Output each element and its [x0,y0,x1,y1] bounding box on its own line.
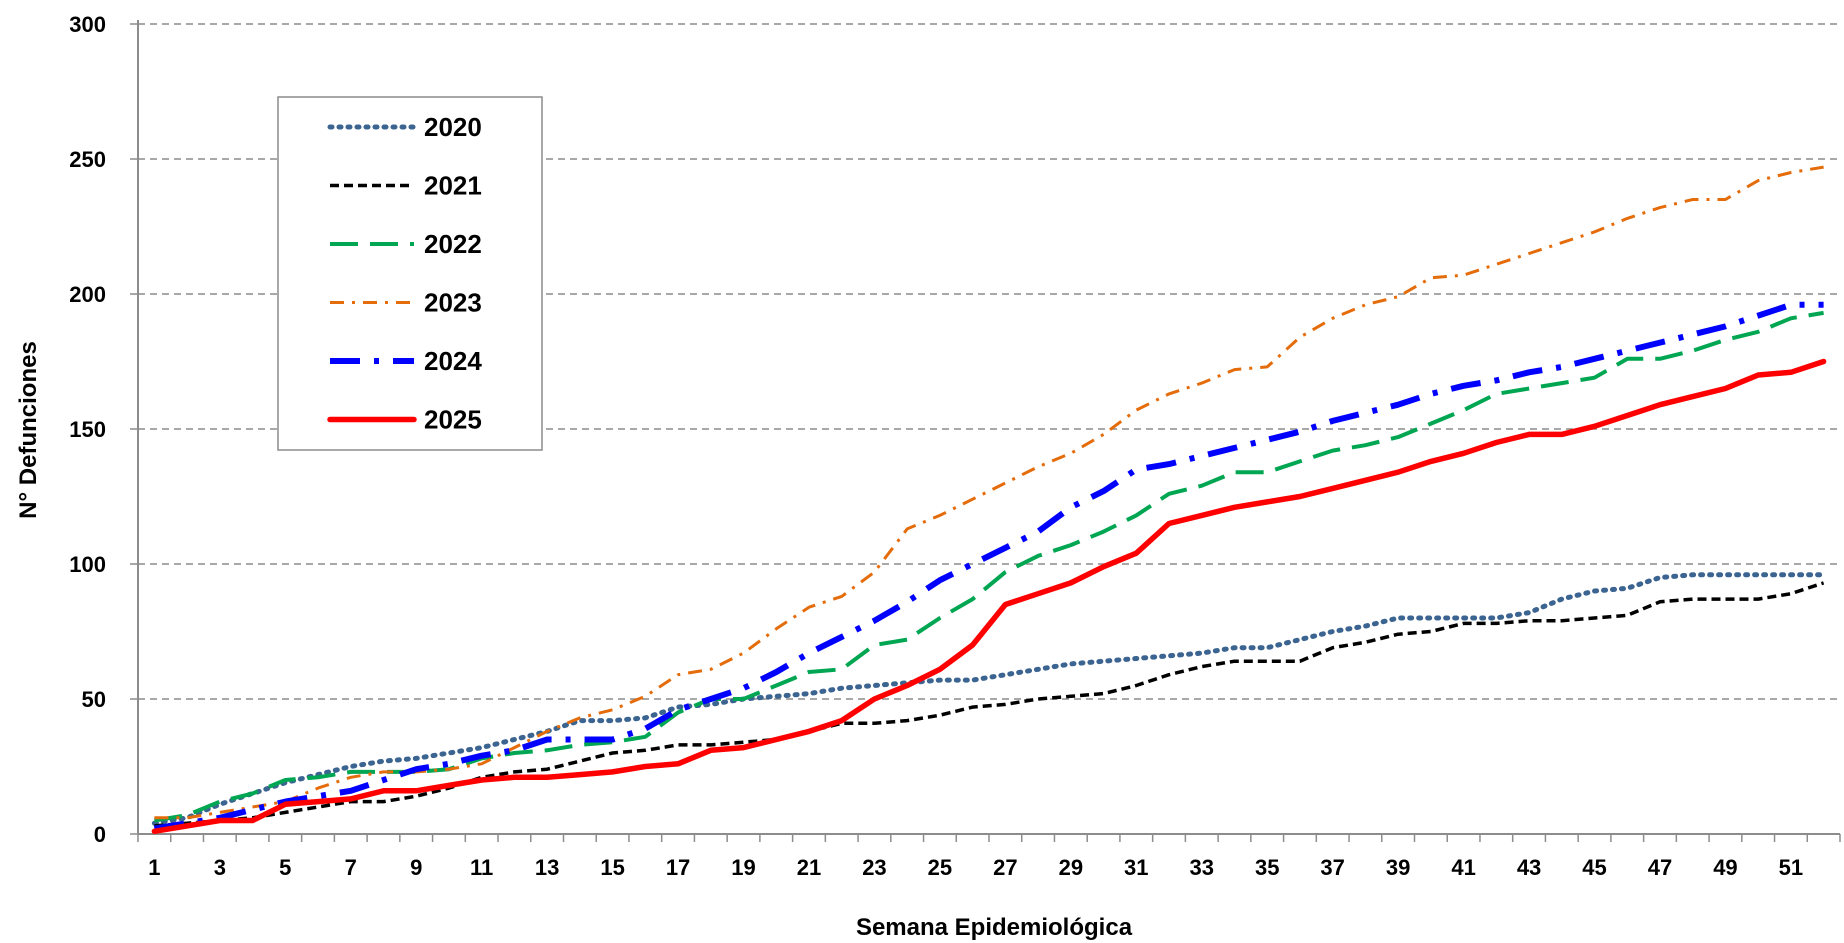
legend-label-2022: 2022 [424,229,482,259]
y-tick-label: 0 [94,822,106,847]
x-tick-label: 17 [666,855,690,880]
x-tick-label: 19 [731,855,755,880]
y-tick-label: 200 [69,282,106,307]
series-line-2021 [154,581,1825,828]
x-tick-label: 29 [1059,855,1083,880]
legend-label-2021: 2021 [424,171,482,201]
x-tick-label: 49 [1713,855,1737,880]
legend-box [277,96,543,451]
y-tick-labels: 0 50 100 150 200 250 300 [69,12,106,847]
legend-label-2025: 2025 [424,405,482,435]
x-tick-label: 39 [1386,855,1410,880]
x-tick-label: 25 [928,855,952,880]
legend-label-2020: 2020 [424,112,482,142]
x-tick-label: 37 [1320,855,1344,880]
x-tick-label: 47 [1648,855,1672,880]
x-tick-labels: 1 3 5 7 9 11 13 15 17 19 21 23 25 27 29 31 33 35 37 39 41 43 4… [148,855,1803,880]
x-tick-label: 11 [470,855,493,880]
x-tick-label: 43 [1517,855,1541,880]
y-tick-label: 300 [69,12,106,37]
x-axis-title: Semana Epidemiológica [856,914,1133,941]
y-tick-label: 100 [69,552,106,577]
y-tick-label: 150 [69,417,106,442]
legend-label-2023: 2023 [424,288,482,318]
x-tick-label: 23 [862,855,886,880]
x-tick-label: 15 [600,855,624,880]
x-tick-label: 45 [1582,855,1606,880]
axes [137,20,1841,842]
x-tick-label: 5 [279,855,291,880]
x-tick-label: 33 [1190,855,1214,880]
x-tick-label: 31 [1124,855,1148,880]
x-tick-label: 51 [1779,855,1803,880]
x-tick-label: 35 [1255,855,1279,880]
x-tick-label: 3 [214,855,226,880]
series-line-2024 [153,301,1824,832]
series-line-2025 [151,358,1827,835]
x-tick-label: 7 [345,855,357,880]
x-tick-label: 1 [148,855,160,880]
gridlines [130,23,1840,835]
x-tick-label: 9 [410,855,422,880]
x-tick-label: 21 [797,855,821,880]
series-line-2022 [154,310,1824,823]
y-tick-label: 250 [69,147,106,172]
series-lines [151,165,1827,835]
legend-label-2024: 2024 [424,346,482,376]
x-tick-label: 41 [1451,855,1475,880]
y-axis-title: N° Defunciones [15,341,42,519]
x-tick-label: 13 [535,855,559,880]
legend: 2020 2021 2022 2023 2024 2025 [277,96,543,451]
series-line-2020 [151,572,1827,826]
y-tick-label: 50 [82,687,106,712]
x-tick-label: 27 [993,855,1017,880]
